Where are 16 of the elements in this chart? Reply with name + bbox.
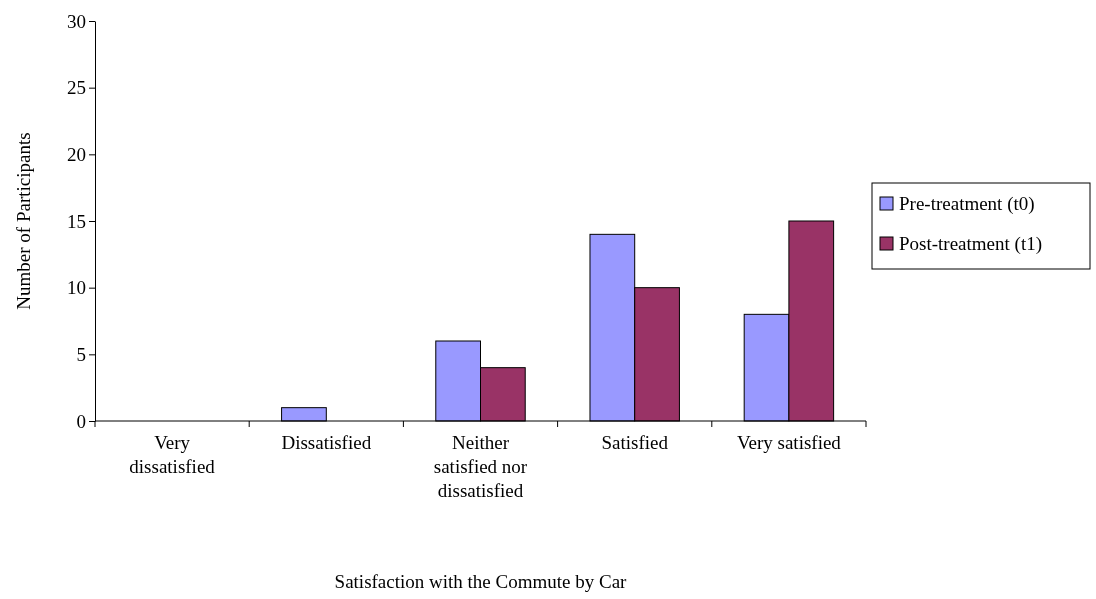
y-tick-label: 10 — [67, 277, 86, 299]
legend-label: Post-treatment (t1) — [899, 233, 1042, 255]
y-tick-label: 30 — [67, 10, 86, 32]
y-tick-label: 20 — [67, 143, 86, 165]
legend-label: Pre-treatment (t0) — [899, 193, 1035, 215]
x-tick-label: Very satisfied — [736, 432, 842, 453]
x-axis-title: Satisfaction with the Commute by Car — [334, 571, 628, 592]
y-tick-label: 0 — [76, 410, 86, 432]
x-tick-label: Very dissatisfied — [129, 432, 216, 477]
x-tick-label: Neither satisfied nor dissatisfied — [433, 432, 528, 501]
x-tick-label: Dissatisfied — [281, 432, 372, 453]
y-tick-label: 5 — [76, 343, 86, 365]
y-tick-label: 25 — [67, 77, 86, 99]
y-axis-title: Number of Participants — [13, 132, 34, 310]
y-tick-label: 15 — [67, 210, 86, 232]
x-tick-label: Satisfied — [601, 432, 669, 453]
